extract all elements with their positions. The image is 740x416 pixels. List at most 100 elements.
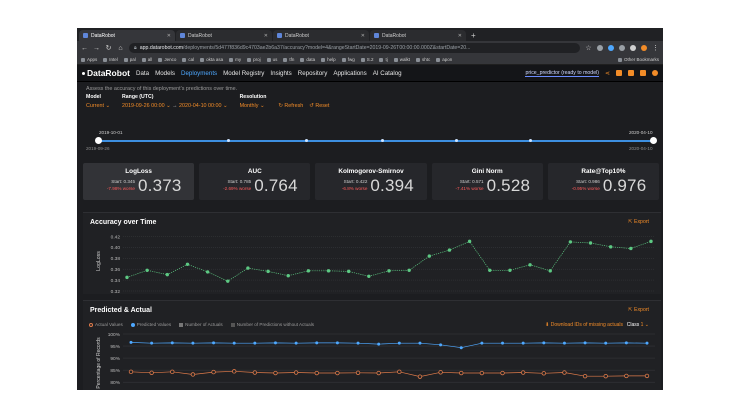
accuracy-export-button[interactable]: ⇱ Export (628, 219, 649, 225)
metric-card-auc[interactable]: AUC Start: 0.785 -2.69% worse 0.764 (199, 163, 311, 200)
nav-model-registry[interactable]: Model Registry (223, 69, 265, 77)
accuracy-title: Accuracy over Time (90, 219, 157, 226)
close-tab-icon[interactable]: ✕ (166, 32, 171, 39)
bookmark-item[interactable]: all (141, 57, 152, 62)
new-tab-button[interactable]: + (471, 31, 476, 40)
logloss-point (205, 270, 210, 274)
bookmark-star-icon[interactable]: ☆ (585, 45, 592, 52)
bookmark-icon (436, 57, 441, 62)
logloss-point (145, 268, 149, 272)
user-icon[interactable] (652, 70, 658, 76)
legend-num-actuals[interactable]: Number of Actuals (179, 322, 223, 327)
logloss-point (346, 269, 351, 274)
date-range-slider[interactable] (98, 140, 654, 142)
nav-repository[interactable]: Repository (297, 69, 328, 77)
browser-tab[interactable]: DataRobot ✕ (79, 30, 175, 41)
bookmark-item[interactable]: help (321, 57, 336, 62)
legend-num-predictions[interactable]: Number of Predictions without Actuals (230, 322, 314, 327)
metric-card-gini[interactable]: Gini Norm Start: 0.571 -7.41% worse 0.52… (431, 163, 543, 200)
back-icon[interactable]: ← (81, 44, 88, 52)
legend-actual[interactable]: Actual Values (89, 322, 123, 327)
extension-icon[interactable] (619, 45, 625, 51)
deployment-selector[interactable]: price_predictor (ready to model) (525, 69, 599, 77)
predicted-point (273, 341, 277, 345)
nav-ai-catalog[interactable]: AI Catalog (372, 69, 402, 77)
datarobot-logo[interactable]: DataRobot (82, 68, 130, 78)
nav-deployments[interactable]: Deployments (181, 69, 218, 77)
datarobot-favicon-icon (374, 33, 379, 38)
predicted-point (501, 341, 505, 345)
profile-avatar-icon[interactable] (641, 45, 647, 51)
bookmarks-bar: Apps Intel pal all Jenco cal okta asa my… (77, 55, 663, 65)
bookmark-item[interactable]: shtc (415, 57, 430, 62)
close-tab-icon[interactable]: ✕ (360, 32, 365, 39)
extension-icon[interactable] (630, 45, 636, 51)
logloss-point (165, 272, 170, 277)
y-axis-label: LogLoss (96, 251, 102, 271)
close-tab-icon[interactable]: ✕ (263, 32, 268, 39)
extension-icon[interactable] (608, 45, 614, 51)
bookmark-item[interactable]: us (266, 57, 277, 62)
slider-end-handle[interactable] (650, 137, 657, 144)
actual-point (520, 370, 526, 375)
reload-icon[interactable]: ↻ (105, 45, 112, 52)
bookmark-item[interactable]: tj (379, 57, 388, 62)
bookmark-item[interactable]: pal (123, 57, 136, 62)
forward-icon[interactable]: → (93, 44, 100, 52)
metric-card-ks[interactable]: Kolmogorov-Smirnov Start: 0.422 -6.8% wo… (315, 163, 427, 200)
nav-data[interactable]: Data (135, 69, 150, 77)
notification-icon[interactable] (616, 70, 622, 76)
metric-card-logloss[interactable]: LogLoss Start: 0.345 -7.98% worse 0.373 (83, 163, 195, 200)
bookmark-item[interactable]: Intel (103, 57, 118, 62)
bookmark-item[interactable]: Apps (81, 57, 97, 62)
range-start-dropdown[interactable]: 2019-09-26 00:00 ⌄ (122, 103, 171, 109)
datarobot-favicon-icon (83, 33, 88, 38)
actual-point (231, 369, 237, 374)
bookmark-item[interactable]: fwg (341, 57, 355, 62)
bookmark-item[interactable]: apon (436, 57, 452, 62)
actual-point (355, 370, 361, 375)
announcement-icon[interactable] (628, 70, 634, 76)
actual-point (252, 370, 258, 375)
close-tab-icon[interactable]: ✕ (457, 32, 462, 39)
slider-range-end-label: 2020-04-10 (629, 146, 653, 151)
browser-tab[interactable]: DataRobot ✕ (370, 30, 466, 41)
nav-insights[interactable]: Insights (270, 69, 292, 77)
accuracy-chart: 0.42 0.40 0.38 0.36 0.34 0.32 LogLoss (96, 234, 655, 295)
resolution-dropdown[interactable]: Monthly ⌄ (239, 103, 265, 109)
browser-menu-icon[interactable]: ⋮ (652, 45, 659, 52)
bookmark-item[interactable]: cal (182, 57, 194, 62)
browser-tab[interactable]: DataRobot ✕ (273, 30, 369, 41)
bookmark-item[interactable]: Jenco (158, 57, 176, 62)
range-end-dropdown[interactable]: 2020-04-10 00:00 ⌄ (178, 103, 228, 109)
url-input[interactable]: 🔒︎ app.datarobot.com/deployments/5d477f8… (129, 43, 580, 53)
bookmark-item[interactable]: proj (247, 57, 261, 62)
refresh-button[interactable]: ↻ Refresh (278, 103, 304, 109)
nav-applications[interactable]: Applications (333, 69, 367, 77)
legend-predicted[interactable]: Predicted Values (130, 322, 171, 327)
bookmark-item[interactable]: okta asa (200, 57, 223, 62)
download-missing-actuals-button[interactable]: ⬇ Download IDs of missing actuals (545, 322, 623, 328)
bookmark-icon (393, 57, 398, 62)
reset-button[interactable]: ↺ Reset (309, 103, 330, 109)
share-icon[interactable]: ⋖ (604, 70, 610, 77)
nav-models[interactable]: Models (155, 69, 176, 77)
browser-tab[interactable]: DataRobot ✕ (176, 30, 272, 41)
home-icon[interactable]: ⌂ (118, 44, 123, 52)
model-dropdown[interactable]: Current ⌄ (86, 103, 111, 109)
bookmark-item[interactable]: walkt (393, 57, 410, 62)
metric-card-rate-top10[interactable]: Rate@Top10% Start: 0.986 -0.95% worse 0.… (547, 163, 660, 200)
class-selector[interactable]: Class 1 ⌄ (626, 322, 649, 328)
predicted-export-button[interactable]: ⇱ Export (628, 307, 649, 313)
logloss-point (226, 279, 230, 283)
slider-start-handle[interactable] (95, 137, 102, 144)
logloss-point (488, 268, 492, 272)
bookmark-item[interactable]: tfn (283, 57, 294, 62)
bookmark-item[interactable]: data (300, 57, 315, 62)
other-bookmarks[interactable]: Other Bookmarks (617, 57, 659, 62)
actual-point (211, 369, 216, 375)
bookmark-item[interactable]: my (229, 57, 241, 62)
folder-icon[interactable] (640, 70, 646, 76)
extension-icon[interactable] (597, 45, 603, 51)
bookmark-item[interactable]: S.2 (360, 57, 373, 62)
